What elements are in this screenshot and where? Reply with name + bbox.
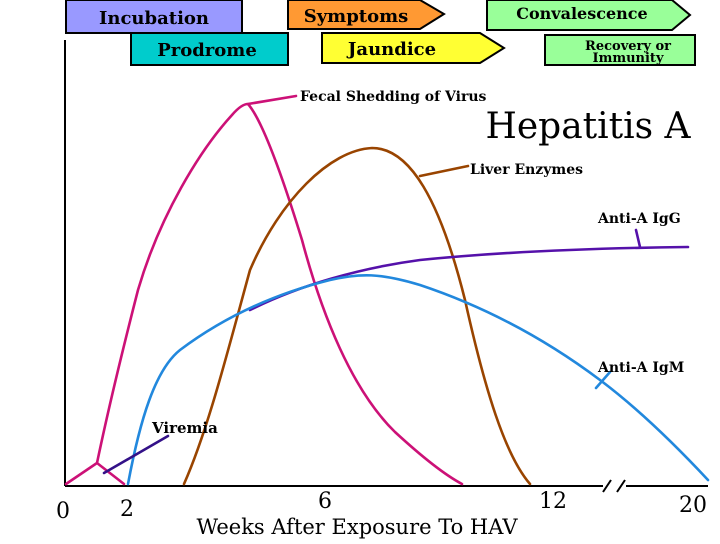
phase-recovery-label-line2: Immunity bbox=[593, 51, 664, 66]
anti-igg-curve bbox=[248, 245, 690, 312]
anti-igm-label: Anti-A IgM bbox=[597, 360, 684, 376]
viremia-line bbox=[102, 434, 170, 475]
anti-igg-leader-line bbox=[634, 228, 642, 249]
x-axis-title: Weeks After Exposure To HAV bbox=[196, 515, 518, 539]
phase-incubation-label: Incubation bbox=[99, 8, 209, 29]
anti-igm-leader-line bbox=[594, 370, 612, 390]
phase-convalescence-arrow bbox=[486, 0, 692, 31]
phase-recovery-box bbox=[544, 34, 696, 66]
phase-jaundice-label: Jaundice bbox=[346, 39, 436, 60]
phase-incubation: Incubation bbox=[65, 0, 243, 34]
axis-break-icon bbox=[602, 479, 626, 493]
phase-prodrome: Prodrome bbox=[130, 32, 289, 66]
anti-igg-label: Anti-A IgG bbox=[597, 211, 681, 227]
x-tick-6: 6 bbox=[318, 489, 332, 514]
anti-igm-curve bbox=[126, 273, 710, 486]
x-tick-12: 12 bbox=[539, 489, 567, 514]
viremia-label: Viremia bbox=[151, 419, 218, 437]
phase-prodrome-label: Prodrome bbox=[157, 40, 257, 61]
fecal-shedding-label: Fecal Shedding of Virus bbox=[300, 89, 487, 105]
phase-symptoms-arrow bbox=[287, 0, 446, 30]
liver-enzymes-curve bbox=[182, 146, 532, 486]
liver-enzymes-leader-line bbox=[418, 164, 470, 178]
phase-recovery-label-line1: Recovery or bbox=[585, 39, 671, 54]
phase-jaundice: Jaundice bbox=[321, 32, 506, 64]
x-tick-2: 2 bbox=[120, 497, 134, 522]
phase-recovery: Recovery or Immunity bbox=[544, 34, 696, 66]
fecal-shedding-leader-line bbox=[246, 94, 298, 106]
diagram-title: Hepatitis A bbox=[485, 106, 691, 147]
axis-break-mark-2 bbox=[616, 479, 626, 493]
phase-convalescence: Convalescence bbox=[486, 0, 692, 31]
x-tick-0: 0 bbox=[56, 499, 70, 524]
phase-symptoms: Symptoms bbox=[287, 0, 446, 30]
phase-jaundice-arrow bbox=[321, 32, 506, 64]
axis-break-mark-1 bbox=[602, 479, 612, 493]
phase-convalescence-label: Convalescence bbox=[516, 4, 647, 23]
liver-enzymes-label: Liver Enzymes bbox=[470, 162, 583, 178]
x-tick-20: 20 bbox=[679, 493, 707, 518]
phase-incubation-box bbox=[65, 0, 243, 34]
phase-symptoms-label: Symptoms bbox=[304, 6, 409, 27]
phase-prodrome-box bbox=[130, 32, 289, 66]
